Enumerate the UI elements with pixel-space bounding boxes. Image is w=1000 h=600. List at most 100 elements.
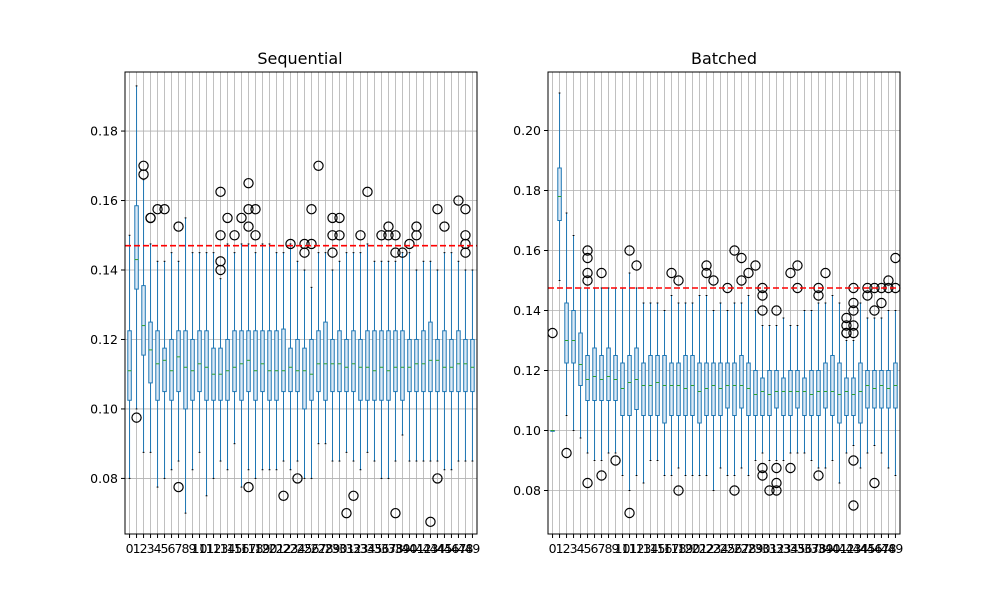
sequential-box-45 xyxy=(439,221,450,471)
sequential-box-48 xyxy=(460,204,471,462)
batched-box-49 xyxy=(890,252,901,476)
batched-box-16 xyxy=(662,310,667,476)
box-body xyxy=(169,338,174,401)
outlier-point xyxy=(582,245,593,256)
box-body xyxy=(358,338,363,401)
sequential-ytick-label: 0.18 xyxy=(90,124,118,139)
batched-box-10 xyxy=(620,287,625,476)
box-body xyxy=(627,355,632,416)
box-body xyxy=(463,338,468,393)
batched-ytick-label: 0.16 xyxy=(513,243,541,258)
outlier-point xyxy=(596,267,607,279)
sequential-box-29 xyxy=(327,212,338,462)
outlier-point xyxy=(299,247,310,258)
batched-box-35 xyxy=(792,260,803,454)
batched-box-27 xyxy=(736,252,747,469)
sequential-box-41 xyxy=(411,221,422,462)
outlier-point xyxy=(460,204,471,215)
outlier-point xyxy=(411,230,422,241)
batched-box-25 xyxy=(722,282,733,476)
box-body xyxy=(585,355,590,401)
outlier-point xyxy=(757,290,768,301)
box-body xyxy=(253,330,258,401)
box-body xyxy=(246,330,251,393)
box-body xyxy=(155,330,160,401)
batched-ytick-label: 0.10 xyxy=(513,423,541,438)
batched-box-38 xyxy=(813,282,824,481)
outlier-point xyxy=(750,260,761,271)
outlier-point xyxy=(813,470,824,481)
sequential-box-3 xyxy=(145,212,156,453)
sequential-xtick-label: 8 xyxy=(182,541,190,556)
batched-xtick-label: 6 xyxy=(591,541,599,556)
outlier-point xyxy=(173,221,184,232)
batched-ytick-label: 0.18 xyxy=(513,183,541,198)
sequential-xtick-label: 39 xyxy=(395,541,411,556)
box-body xyxy=(260,330,265,393)
batched-xtick-label: 1 xyxy=(556,541,564,556)
batched-xtick-label: 37 xyxy=(804,541,820,556)
batched-box-34 xyxy=(785,267,796,474)
box-body xyxy=(571,310,576,364)
batched-box-30 xyxy=(757,282,768,481)
batched-xtick-label: 15 xyxy=(650,541,666,556)
batched-xtick-label: 8 xyxy=(605,541,613,556)
batched-xtick-label: 12 xyxy=(629,541,645,556)
batched-xtick-label: 40 xyxy=(825,541,841,556)
sequential-box-32 xyxy=(348,252,359,501)
outlier-point xyxy=(869,282,880,294)
sequential-box-31 xyxy=(341,252,352,519)
sequential-box-1 xyxy=(131,85,142,423)
outlier-point xyxy=(841,327,852,339)
outlier-point xyxy=(764,485,775,496)
batched-xtick-label: 35 xyxy=(790,541,806,556)
outlier-point xyxy=(736,275,747,286)
batched-xtick-label: 38 xyxy=(811,541,827,556)
box-body xyxy=(400,330,405,401)
box-body xyxy=(753,370,758,416)
batched-xtick-label: 10 xyxy=(615,541,631,556)
box-body xyxy=(865,370,870,409)
batched-box-3 xyxy=(571,235,576,431)
box-body xyxy=(669,362,674,416)
sequential-box-14 xyxy=(222,212,233,471)
sequential-xtick-label: 32 xyxy=(346,541,362,556)
sequential-ytick-label: 0.10 xyxy=(90,401,118,416)
outlier-point xyxy=(131,412,142,423)
sequential-box-27 xyxy=(313,160,324,445)
box-body xyxy=(697,362,702,424)
box-body xyxy=(837,362,842,424)
outlier-point xyxy=(355,230,366,241)
box-body xyxy=(739,355,744,409)
sequential-box-20 xyxy=(267,243,272,471)
outlier-point xyxy=(439,221,450,232)
sequential-box-42 xyxy=(421,260,426,462)
batched-box-5 xyxy=(582,245,593,489)
outlier-point xyxy=(673,485,684,496)
sequential-xtick-label: 38 xyxy=(388,541,404,556)
batched-box-36 xyxy=(802,310,807,454)
sequential-box-6 xyxy=(169,252,174,471)
batched-box-37 xyxy=(809,310,814,461)
sequential-box-16 xyxy=(236,212,247,488)
outlier-point xyxy=(771,477,782,489)
outlier-point xyxy=(152,204,163,215)
box-body xyxy=(281,328,286,393)
sequential-xtick-label: 41 xyxy=(409,541,425,556)
box-body xyxy=(316,330,321,393)
outlier-point xyxy=(701,260,712,271)
box-body xyxy=(372,330,377,401)
sequential-grid xyxy=(125,72,477,534)
box-body xyxy=(655,355,660,416)
outlier-point xyxy=(785,267,796,279)
sequential-box-39 xyxy=(397,247,408,436)
batched-xtick-label: 42 xyxy=(839,541,855,556)
box-body xyxy=(886,370,891,409)
batched-box-6 xyxy=(592,287,597,461)
box-body xyxy=(337,330,342,393)
sequential-xtick-label: 11 xyxy=(199,541,215,556)
outlier-point xyxy=(243,177,254,189)
outlier-point xyxy=(757,305,768,316)
batched-ytick-label: 0.08 xyxy=(513,483,541,498)
box-body xyxy=(386,330,391,401)
